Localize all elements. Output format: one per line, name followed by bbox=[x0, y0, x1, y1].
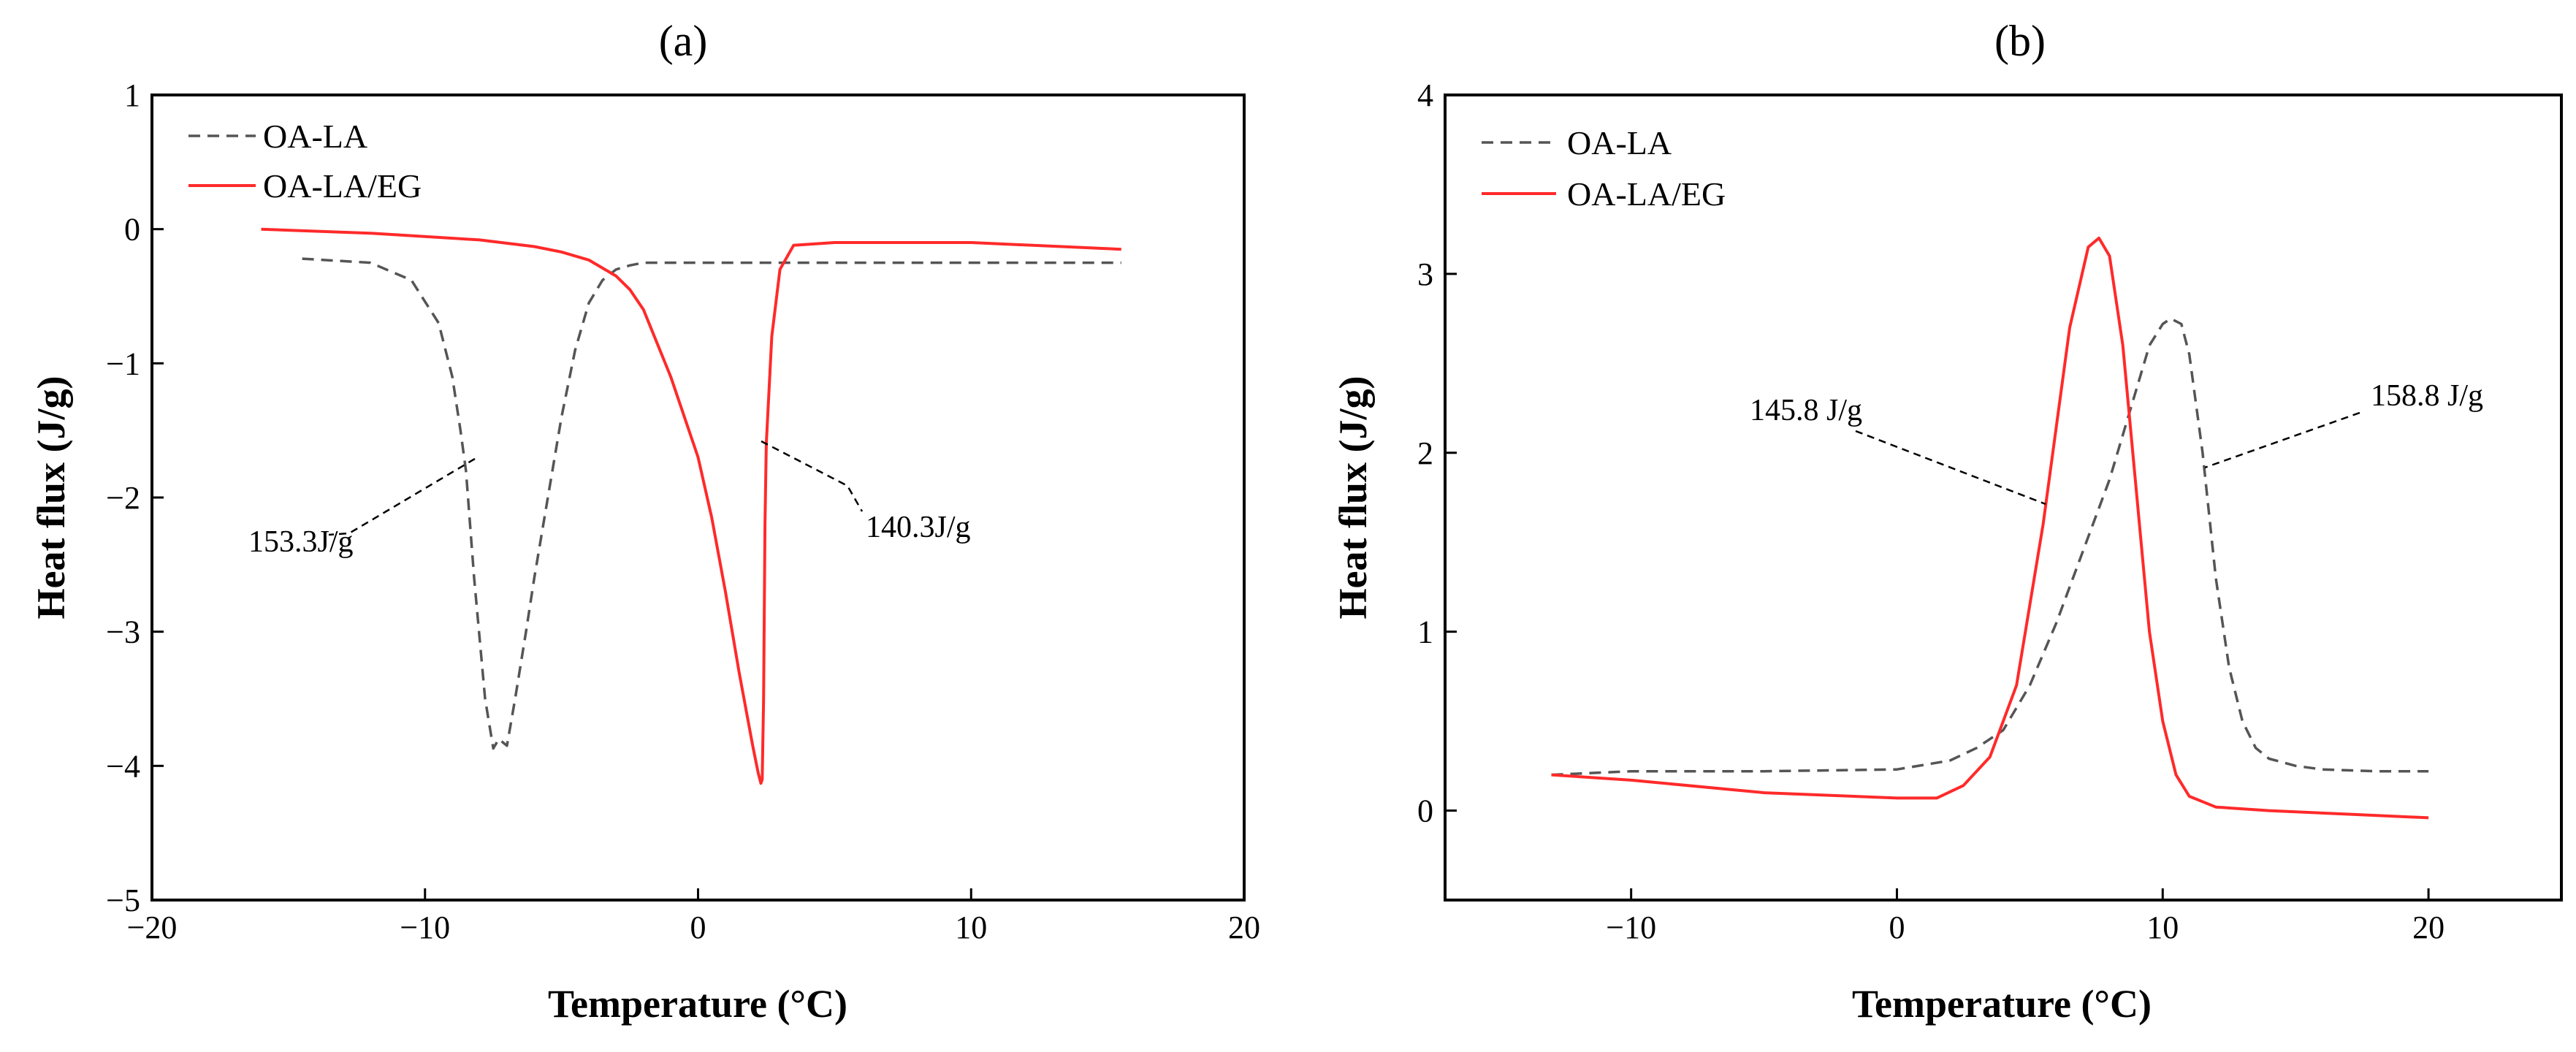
panel-a-legend-label-oa-la-eg: OA-LA/EG bbox=[263, 167, 422, 205]
panel-b-series-line-oa-la bbox=[1551, 317, 2429, 777]
panel-a-series-line-oa-la bbox=[302, 257, 1121, 750]
panel-b-series bbox=[1551, 236, 2429, 820]
panel-b-y-tick-label: 1 bbox=[1417, 614, 1433, 650]
panel-a-y-tick-label: −5 bbox=[106, 883, 140, 918]
panel-b-legend-label-oa-la-eg: OA-LA/EG bbox=[1567, 175, 1726, 213]
panel-a-x-axis-title: Temperature (°C) bbox=[548, 982, 847, 1026]
panel-a-annotation-leader-140 bbox=[761, 440, 864, 512]
panel-b-y-tick-label: 4 bbox=[1417, 77, 1433, 113]
panel-a-y-tick-label: −2 bbox=[106, 480, 140, 516]
panel-a-x-tick-label: −20 bbox=[127, 910, 178, 945]
panel-b-y-tick-label: 3 bbox=[1417, 256, 1433, 292]
panel-a-series-line-oa-la-eg bbox=[261, 227, 1121, 785]
panel-a-x-tick-label: 10 bbox=[955, 910, 987, 945]
panel-b-y-tick-label: 0 bbox=[1417, 793, 1433, 829]
panel-a-y-axis-ticks: −5 −4 −3 −2 −1 0 1 bbox=[106, 77, 164, 918]
panel-b-x-tick-label: 10 bbox=[2146, 910, 2179, 945]
panel-b-x-axis-ticks: −10 0 10 20 bbox=[1606, 888, 2444, 945]
panel-b-series-line-oa-la-eg bbox=[1551, 236, 2429, 820]
panel-b-y-axis-ticks: 0 1 2 3 4 bbox=[1417, 77, 1457, 829]
panel-a-y-tick-label: −3 bbox=[106, 614, 140, 650]
panel-b-plot-frame bbox=[1444, 94, 2563, 902]
panel-b-x-axis-title: Temperature (°C) bbox=[1852, 982, 2152, 1026]
panel-b: (b) −10 0 10 20 0 1 2 3 4 OA-LA OA-LA/EG 145.8 … bbox=[1331, 17, 2563, 1026]
panel-a-x-tick-label: 20 bbox=[1228, 910, 1260, 945]
panel-a-y-tick-label: −4 bbox=[106, 748, 140, 784]
panel-b-y-tick-label: 2 bbox=[1417, 435, 1433, 471]
panel-a-label: (a) bbox=[659, 17, 708, 65]
panel-a-plot-frame bbox=[150, 94, 1246, 902]
panel-b-legend-label-oa-la: OA-LA bbox=[1567, 124, 1672, 161]
panel-a-x-axis-ticks: −20 −10 0 10 20 bbox=[127, 888, 1260, 945]
panel-b-x-tick-label: 20 bbox=[2412, 910, 2444, 945]
panel-a: (a) −20 −10 0 10 20 −5−4−3−2−101 OA-LA OA-LA… bbox=[29, 17, 1260, 1026]
panel-a-legend-label-oa-la: OA-LA bbox=[263, 118, 367, 155]
panel-b-annotation-leader-145 bbox=[1855, 430, 2046, 506]
panel-a-annotation-140: 140.3J/g bbox=[866, 511, 971, 544]
panel-a-y-tick-label: −1 bbox=[106, 346, 140, 381]
panel-a-annotation-leader-153 bbox=[328, 457, 476, 536]
panel-a-y-tick-label: 1 bbox=[124, 77, 140, 113]
panel-b-x-tick-label: 0 bbox=[1889, 910, 1905, 945]
panel-b-annotation-leader-158 bbox=[2204, 411, 2360, 469]
panel-a-x-tick-label: −10 bbox=[400, 910, 450, 945]
panel-b-y-axis-title: Heat flux (J/g) bbox=[1331, 376, 1375, 620]
panel-a-y-axis-title: Heat flux (J/g) bbox=[29, 376, 73, 620]
panel-b-annotation-158: 158.8 J/g bbox=[2371, 379, 2483, 413]
panel-a-y-tick-label: 0 bbox=[124, 212, 140, 248]
panel-b-x-tick-label: −10 bbox=[1606, 910, 1656, 945]
panel-a-x-tick-label: 0 bbox=[690, 910, 706, 945]
panel-b-annotation-145: 145.8 J/g bbox=[1750, 394, 1862, 427]
panel-a-series bbox=[261, 227, 1121, 785]
panel-b-label: (b) bbox=[1994, 17, 2046, 65]
panel-a-annotation-153: 153.3J/g bbox=[248, 525, 354, 559]
